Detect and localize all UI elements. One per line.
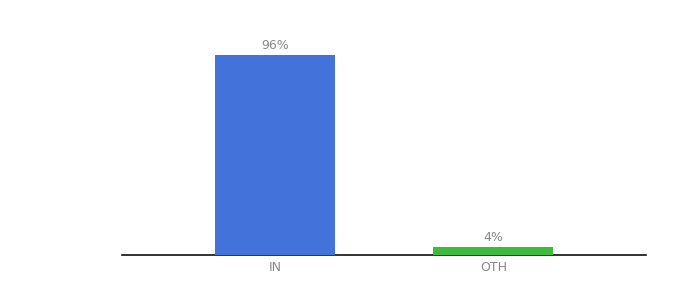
Text: 96%: 96% (261, 39, 289, 52)
Text: 4%: 4% (483, 230, 503, 244)
Bar (433, 247, 554, 255)
Bar (215, 55, 335, 255)
